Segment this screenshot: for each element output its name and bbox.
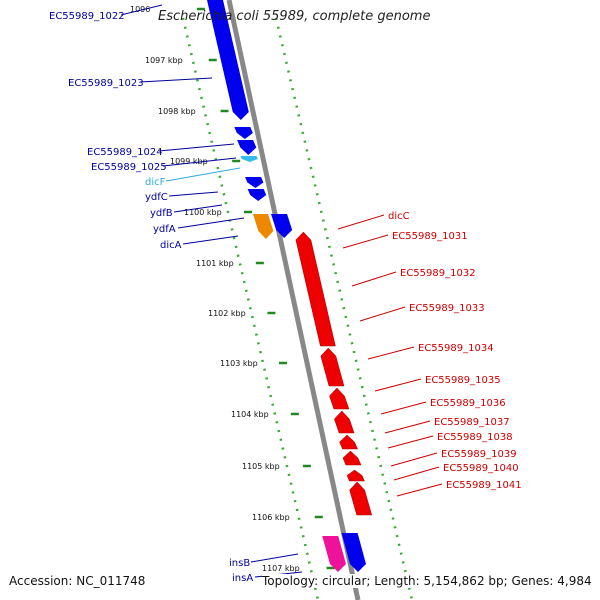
reverse-strand-genes: [295, 231, 373, 516]
reverse-gene-labels: dicC EC55989_1031 EC55989_1032 EC55989_1033…: [337, 211, 522, 497]
scale-tick-label: 1104 kbp: [231, 410, 269, 419]
leader-line: [158, 143, 235, 152]
scale-tick-label: 1097 kbp: [145, 56, 183, 65]
scale-tick-label: 1102 kbp: [208, 309, 246, 318]
gene-dicf[interactable]: [240, 156, 258, 162]
forward-gene-label[interactable]: EC55989_1025: [91, 162, 167, 173]
reverse-gene-label[interactable]: dicC: [388, 211, 410, 222]
reverse-gene-label[interactable]: EC55989_1041: [446, 480, 522, 491]
leader-line: [182, 235, 239, 245]
reverse-gene-label[interactable]: EC55989_1031: [392, 231, 468, 242]
genome-summary-text: Topology: circular; Length: 5,154,862 bp…: [262, 574, 592, 588]
reverse-gene-label[interactable]: EC55989_1034: [418, 343, 494, 354]
gene-ec55989-1038[interactable]: [342, 450, 362, 466]
forward-gene-label[interactable]: insB: [229, 558, 250, 569]
gene-ec55989-1039[interactable]: [346, 469, 365, 482]
leader-line: [342, 234, 389, 249]
leader-line: [396, 483, 443, 497]
leader-line: [250, 553, 299, 563]
reverse-gene-label[interactable]: EC55989_1037: [434, 417, 510, 428]
forward-gene-label[interactable]: EC55989_1022: [49, 11, 125, 22]
gene-ec55989-1035[interactable]: [329, 387, 350, 410]
gene-ec55989-1025[interactable]: [237, 140, 257, 155]
genome-title: Escherichia coli 55989, complete genome: [158, 9, 431, 24]
leader-line: [387, 435, 434, 449]
gene-dicc-1031-1033[interactable]: [295, 231, 336, 347]
leader-line: [374, 378, 422, 392]
gene-ec55989-1041[interactable]: [349, 481, 373, 516]
gene-insb[interactable]: [322, 536, 346, 572]
forward-gene-label[interactable]: ydfC: [145, 192, 168, 203]
gene-ydfc[interactable]: [245, 177, 264, 188]
scale-tick-label: 1103 kbp: [220, 359, 258, 368]
leader-line: [390, 452, 438, 467]
forward-gene-labels: EC55989_1022 EC55989_1023 EC55989_1024 EC55…: [49, 4, 303, 584]
reverse-gene-label[interactable]: EC55989_1032: [400, 268, 476, 279]
gene-ec55989-1036[interactable]: [334, 410, 355, 434]
forward-gene-label[interactable]: dicA: [160, 240, 182, 251]
leader-line: [120, 4, 163, 16]
leader-line: [168, 191, 219, 197]
leader-line: [337, 214, 385, 230]
gene-ec55989-1037[interactable]: [339, 434, 358, 450]
map-band: [178, 0, 378, 600]
scale-tick-label: 1099 kbp: [170, 157, 208, 166]
accession-text: Accession: NC_011748: [9, 574, 146, 588]
leader-line: [359, 306, 406, 322]
scale-tick-label: 1098 kbp: [158, 107, 196, 116]
gene-ydfa[interactable]: [271, 214, 293, 238]
forward-gene-label[interactable]: insA: [232, 573, 253, 584]
forward-gene-label[interactable]: EC55989_1024: [87, 147, 163, 158]
scale-tick-label: 1106 kbp: [252, 513, 290, 522]
reverse-gene-label[interactable]: EC55989_1033: [409, 303, 485, 314]
leader-line: [177, 217, 245, 229]
forward-strand-genes: [207, 0, 366, 572]
leader-line: [367, 346, 415, 360]
reverse-gene-label[interactable]: EC55989_1038: [437, 432, 513, 443]
gene-ec55989-1034[interactable]: [320, 347, 345, 387]
gene-ydfb[interactable]: [247, 189, 267, 201]
reverse-gene-label[interactable]: EC55989_1040: [443, 463, 519, 474]
reverse-gene-label[interactable]: EC55989_1035: [425, 375, 501, 386]
reverse-gene-label[interactable]: EC55989_1039: [441, 449, 517, 460]
inner-tick-track: [181, 17, 320, 600]
scale-tick-label: 1107 kbp: [262, 564, 300, 573]
scale-tick-label: 1100 kbp: [184, 208, 222, 217]
scale-tick-label: 1096: [130, 5, 150, 14]
leader-line: [165, 167, 241, 182]
leader-line: [384, 420, 431, 434]
scale-ticks: 1096 1097 kbp 1098 kbp 1099 kbp 1100 kbp 1101…: [130, 5, 335, 573]
gene-ec55989-1024[interactable]: [234, 127, 253, 139]
leader-line: [351, 271, 397, 287]
forward-gene-label[interactable]: ydfA: [153, 224, 176, 235]
outer-tick-track: [274, 17, 414, 600]
leader-line: [173, 204, 223, 213]
forward-gene-label[interactable]: EC55989_1023: [68, 78, 144, 89]
gene-ec55989-1023[interactable]: [207, 0, 249, 120]
reverse-gene-label[interactable]: EC55989_1036: [430, 398, 506, 409]
gene-insa[interactable]: [341, 533, 366, 572]
scale-tick-label: 1105 kbp: [242, 462, 280, 471]
leader-line: [139, 77, 213, 83]
leader-line: [380, 401, 427, 415]
forward-gene-label[interactable]: dicF: [145, 177, 166, 188]
leader-line: [162, 157, 237, 167]
genome-backbone: [226, 0, 361, 600]
leader-line: [393, 466, 440, 481]
gene-dica[interactable]: [253, 214, 274, 239]
forward-gene-label[interactable]: ydfB: [150, 208, 173, 219]
scale-tick-label: 1101 kbp: [196, 259, 234, 268]
